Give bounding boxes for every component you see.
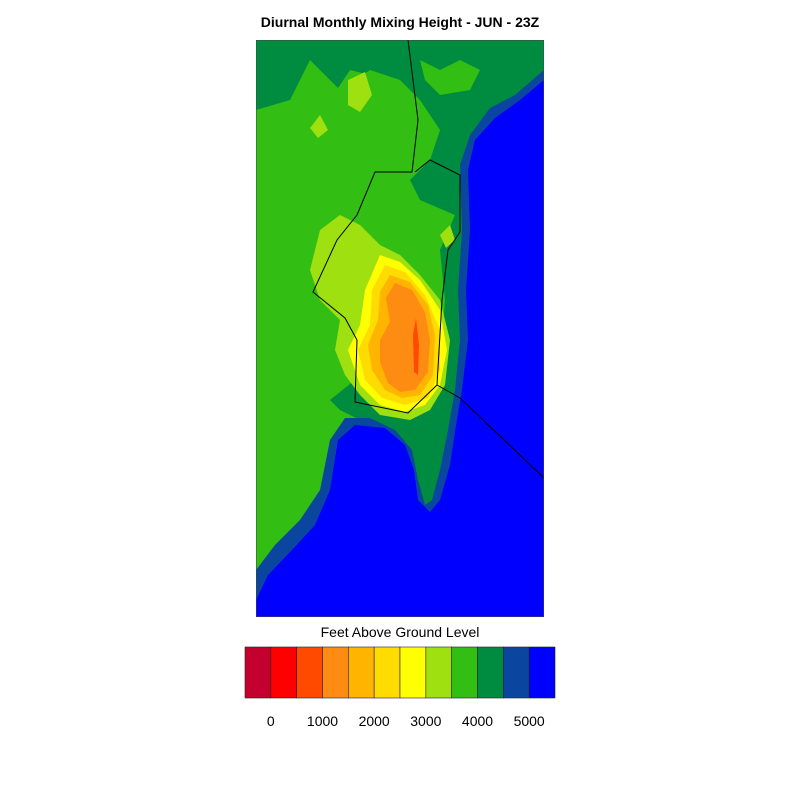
colorbar-swatch [373, 646, 401, 699]
colorbar-swatch [244, 646, 272, 699]
colorbar-tick-label: 0 [267, 713, 275, 729]
colorbar-swatch [270, 646, 297, 699]
colorbar: 0 1000 2000 3000 4000 5000 [244, 646, 556, 729]
colorbar-tick-label: 1000 [307, 713, 338, 729]
contour-map [256, 40, 544, 617]
colorbar-swatch [399, 646, 427, 699]
boundary-line [436, 384, 544, 479]
colorbar-swatch [322, 646, 349, 699]
contour-fill [256, 80, 544, 617]
colorbar-label: Feet Above Ground Level [321, 624, 480, 640]
colorbar-swatch [348, 646, 375, 699]
contour-fill [256, 70, 410, 200]
colorbar-swatch [503, 646, 530, 699]
map-title: Diurnal Monthly Mixing Height - JUN - 23… [261, 14, 540, 30]
contour-fill [420, 60, 480, 95]
contour-fill [440, 225, 455, 248]
contour-fill [310, 115, 328, 138]
colorbar-swatch [296, 646, 323, 699]
colorbar-swatch [451, 646, 478, 699]
colorbar-tick-label: 2000 [359, 713, 390, 729]
contour-fill [413, 318, 419, 375]
contour-fill [348, 72, 372, 112]
colorbar-swatch [477, 646, 504, 699]
colorbar-tick-label: 3000 [410, 713, 441, 729]
colorbar-tick-label: 5000 [514, 713, 545, 729]
colorbar-swatch [528, 646, 556, 699]
boundary-line [312, 40, 461, 414]
colorbar-swatch [425, 646, 452, 699]
colorbar-tick-label: 4000 [462, 713, 493, 729]
